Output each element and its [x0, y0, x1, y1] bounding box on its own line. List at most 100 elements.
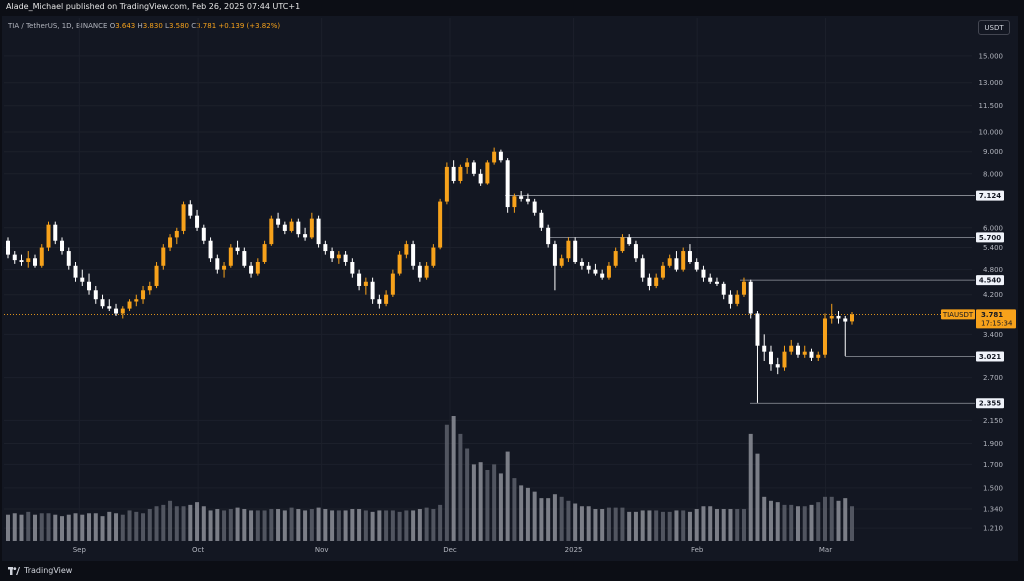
volume-bar	[438, 504, 443, 541]
candle-body	[573, 240, 578, 262]
low-label: L	[165, 22, 169, 30]
candle-body	[201, 227, 206, 241]
candle-body	[424, 265, 429, 278]
candle-body	[411, 244, 416, 266]
candle-body	[363, 281, 368, 286]
volume-bar	[168, 500, 173, 541]
candle-body	[384, 294, 389, 304]
currency-button[interactable]: USDT	[978, 20, 1010, 35]
candle-body	[188, 204, 193, 216]
price-tick-label: 4.800	[983, 266, 1003, 274]
low-value: 3.580	[168, 22, 189, 30]
volume-bar	[289, 507, 294, 541]
candle-body	[694, 261, 699, 270]
volume-bar	[269, 509, 274, 541]
candle-body	[222, 265, 227, 270]
candle-body	[93, 290, 98, 300]
candle-body	[357, 273, 362, 286]
candle-body	[377, 299, 382, 304]
volume-bar	[836, 500, 841, 541]
volume-bar	[195, 502, 200, 541]
volume-bar	[647, 510, 652, 541]
candle-body	[12, 254, 17, 261]
volume-bar	[816, 502, 821, 541]
volume-bar	[748, 433, 753, 541]
candle-body	[471, 162, 476, 174]
volume-bar	[228, 509, 233, 541]
tradingview-logo[interactable]: TradingView	[8, 566, 72, 575]
level-label: 5.700	[979, 234, 1001, 242]
time-axis: Sep Oct Nov Dec 2025 Feb Mar	[73, 546, 833, 554]
volume-bar	[255, 510, 260, 541]
volume-bar	[316, 507, 321, 541]
volume-bar	[822, 496, 827, 541]
volume-bar	[532, 491, 537, 541]
candle-body	[728, 294, 733, 304]
volume-bar	[417, 509, 422, 541]
price-tick-label: 6.000	[983, 224, 1003, 232]
volume-bar	[161, 504, 166, 541]
price-tick-label: 2.150	[983, 417, 1003, 425]
volume-bar	[444, 424, 449, 541]
volume-bar	[249, 510, 254, 541]
horizontal-levels	[4, 195, 975, 404]
candle-body	[512, 196, 517, 208]
candle-body	[19, 260, 24, 262]
volume-bar	[809, 504, 814, 541]
candle-body	[525, 198, 530, 202]
symbol-badge	[941, 309, 975, 320]
candle-body	[681, 251, 686, 270]
volume-bar	[829, 496, 834, 541]
volume-bar	[357, 509, 362, 541]
volume-bar	[681, 510, 686, 541]
volume-bar	[93, 513, 98, 541]
candle-body	[795, 345, 800, 355]
price-tick-label: 2.700	[983, 374, 1003, 382]
volume-bar	[539, 498, 544, 541]
open-label: O	[109, 22, 116, 30]
symbol-name: TIA / TetherUS, 1D, BINANCE	[8, 22, 108, 30]
candle-body	[762, 345, 767, 352]
candle-body	[181, 204, 186, 231]
volume-bar	[741, 509, 746, 541]
volume-bar	[640, 510, 645, 541]
level-badge	[976, 190, 1004, 201]
candle-body	[249, 265, 254, 274]
price-tick-label: 5.400	[983, 244, 1003, 252]
candle-body	[836, 315, 841, 319]
volume-bar	[384, 510, 389, 541]
candle-body	[323, 244, 328, 252]
volume-bar	[309, 509, 314, 541]
candle-body	[755, 313, 760, 346]
volume-bar	[613, 507, 618, 541]
candle-body	[66, 251, 71, 266]
tradingview-brand: TradingView	[24, 566, 73, 575]
volume-bar	[694, 509, 699, 541]
volume-bar	[701, 506, 706, 541]
volume-bar	[525, 487, 530, 541]
volume-bar	[215, 509, 220, 541]
volume-bar	[802, 506, 807, 541]
candle-body	[397, 254, 402, 274]
candle-body	[478, 173, 483, 184]
volume-bar	[33, 514, 38, 541]
candle-body	[654, 277, 659, 286]
candle-body	[100, 299, 105, 307]
candle-body	[6, 240, 10, 255]
candle-body	[289, 221, 294, 231]
candle-body	[809, 351, 814, 358]
candle-body	[620, 237, 625, 252]
price-tick-label: 4.200	[983, 291, 1003, 299]
volume-bar	[586, 506, 591, 541]
volume-bar	[431, 509, 436, 541]
change-value: +0.139 (+3.82%)	[218, 22, 281, 30]
volume-bars	[6, 416, 854, 541]
volume-bar	[53, 514, 58, 541]
chart-frame[interactable]	[2, 16, 1018, 561]
volume-bar	[235, 507, 240, 541]
candle-body	[593, 269, 598, 274]
candle-body	[465, 162, 470, 167]
candle-body	[701, 269, 706, 278]
volume-bar	[60, 516, 65, 541]
